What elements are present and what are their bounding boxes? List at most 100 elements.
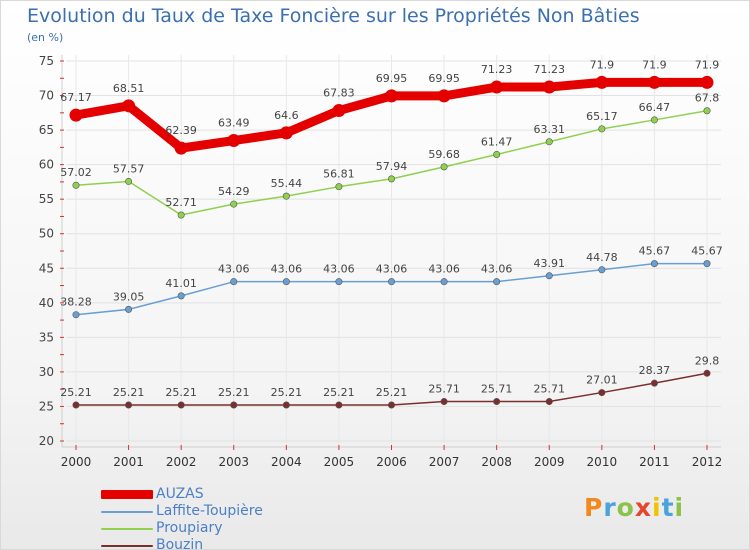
y-tick-label: 35 — [39, 330, 54, 344]
data-point — [69, 108, 83, 122]
data-point — [177, 292, 185, 300]
legend-label: Proupiary — [156, 520, 223, 536]
data-label: 43.06 — [323, 263, 355, 276]
data-point — [279, 126, 293, 140]
data-point — [387, 278, 395, 286]
data-label: 69.95 — [376, 72, 408, 85]
data-label: 25.21 — [323, 386, 355, 399]
data-label: 69.95 — [428, 72, 460, 85]
data-point — [700, 75, 714, 89]
data-point — [545, 138, 553, 146]
proxiti-logo: Proxiti — [584, 493, 685, 522]
data-label: 27.01 — [586, 374, 618, 387]
data-point — [282, 192, 290, 200]
x-tick-label: 2004 — [271, 455, 302, 469]
x-tick-label: 2000 — [61, 455, 92, 469]
data-point — [72, 181, 80, 189]
y-tick-label: 75 — [39, 54, 54, 68]
x-tick-label: 2005 — [324, 455, 355, 469]
data-label: 43.06 — [481, 263, 513, 276]
data-label: 66.47 — [639, 101, 671, 114]
data-label: 25.71 — [481, 383, 513, 396]
y-tick-label: 65 — [39, 123, 54, 137]
data-point — [230, 401, 238, 409]
legend-item: Laffite-Toupière — [101, 503, 263, 520]
data-point — [542, 80, 556, 94]
data-point — [650, 379, 658, 387]
data-point — [650, 116, 658, 124]
chart-title: Evolution du Taux de Taxe Foncière sur l… — [27, 5, 640, 27]
data-label: 71.9 — [642, 58, 667, 71]
data-point — [72, 401, 80, 409]
data-label: 25.21 — [218, 386, 250, 399]
y-tick-label: 40 — [39, 296, 54, 310]
x-tick-label: 2002 — [166, 455, 197, 469]
data-point — [440, 163, 448, 171]
data-label: 45.67 — [639, 245, 671, 258]
data-point — [335, 183, 343, 191]
data-point — [490, 80, 504, 94]
data-label: 57.57 — [113, 162, 145, 175]
data-label: 65.17 — [586, 110, 618, 123]
data-label: 71.9 — [590, 58, 615, 71]
x-tick-label: 2001 — [113, 455, 144, 469]
y-tick-label: 20 — [39, 434, 54, 448]
data-point — [125, 401, 133, 409]
data-point — [598, 125, 606, 133]
data-point — [282, 401, 290, 409]
data-point — [493, 398, 501, 406]
data-label: 62.39 — [165, 124, 197, 137]
data-point — [598, 389, 606, 397]
legend-swatch — [101, 490, 153, 499]
data-point — [440, 278, 448, 286]
data-label: 67.83 — [323, 87, 355, 100]
data-point — [230, 278, 238, 286]
legend-label: Laffite-Toupière — [156, 503, 263, 519]
data-point — [335, 401, 343, 409]
data-point — [440, 398, 448, 406]
data-label: 71.23 — [481, 63, 513, 76]
y-tick-label: 45 — [39, 261, 54, 275]
data-label: 52.71 — [165, 196, 197, 209]
data-label: 25.21 — [60, 386, 92, 399]
unit-label: (en %) — [27, 31, 64, 44]
data-point — [545, 398, 553, 406]
data-label: 25.21 — [165, 386, 197, 399]
data-label: 28.37 — [639, 364, 671, 377]
legend-swatch — [101, 527, 153, 530]
legend-swatch — [101, 544, 153, 547]
data-point — [387, 401, 395, 409]
data-label: 25.71 — [428, 383, 460, 396]
data-label: 39.05 — [113, 290, 145, 303]
data-label: 43.91 — [534, 257, 566, 270]
data-label: 56.81 — [323, 168, 355, 181]
data-point — [125, 305, 133, 313]
data-point — [437, 89, 451, 103]
y-tick-label: 55 — [39, 192, 54, 206]
data-label: 25.21 — [113, 386, 145, 399]
data-point — [385, 89, 398, 103]
data-point — [177, 211, 185, 219]
x-tick-label: 2007 — [429, 455, 460, 469]
data-label: 57.02 — [60, 166, 92, 179]
legend-item: AUZAS — [101, 486, 204, 503]
data-point — [703, 369, 711, 377]
data-point — [72, 311, 80, 319]
data-label: 41.01 — [165, 277, 197, 290]
x-tick-label: 2011 — [639, 455, 670, 469]
data-label: 61.47 — [481, 135, 513, 148]
data-point — [332, 104, 346, 118]
data-point — [595, 75, 609, 89]
data-point — [387, 175, 395, 183]
legend-item: Bouzin — [101, 537, 203, 549]
x-tick-label: 2012 — [692, 455, 723, 469]
data-label: 25.21 — [376, 386, 408, 399]
data-label: 43.06 — [428, 263, 460, 276]
x-tick-label: 2006 — [376, 455, 407, 469]
data-point — [598, 266, 606, 274]
data-point — [282, 278, 290, 286]
y-tick-label: 70 — [39, 89, 54, 103]
data-point — [227, 134, 241, 148]
